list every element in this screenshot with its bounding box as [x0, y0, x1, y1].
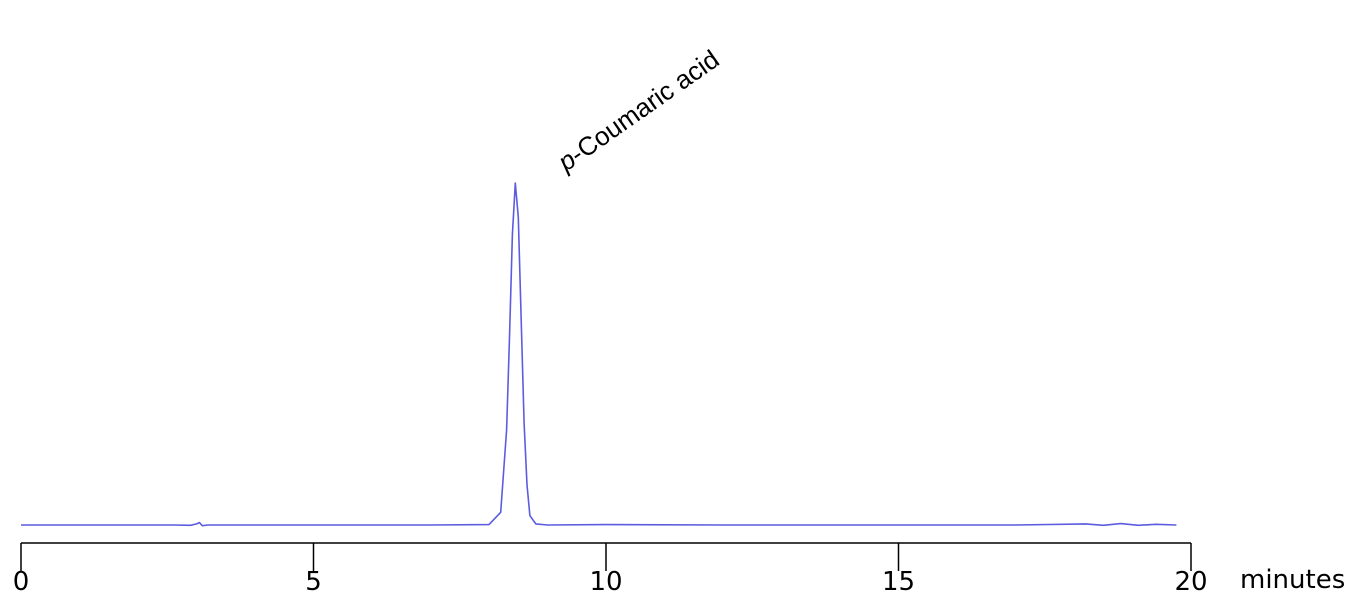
chromatogram-trace	[21, 182, 1177, 527]
plot-area	[21, 182, 1177, 527]
x-axis-unit-label: minutes	[1240, 565, 1345, 595]
x-axis: 0 5 10 15 20	[13, 542, 1208, 595]
x-axis-tick-label: 0	[13, 567, 30, 595]
x-axis-tick-label: 15	[882, 567, 915, 595]
peak-label: p-Coumaric acid	[551, 44, 724, 178]
peak-label-rest: -Coumaric acid	[564, 44, 724, 169]
x-axis-tick-label: 10	[589, 567, 622, 595]
x-axis-tick-label: 5	[305, 567, 322, 595]
x-axis-tick-label: 20	[1174, 567, 1207, 595]
